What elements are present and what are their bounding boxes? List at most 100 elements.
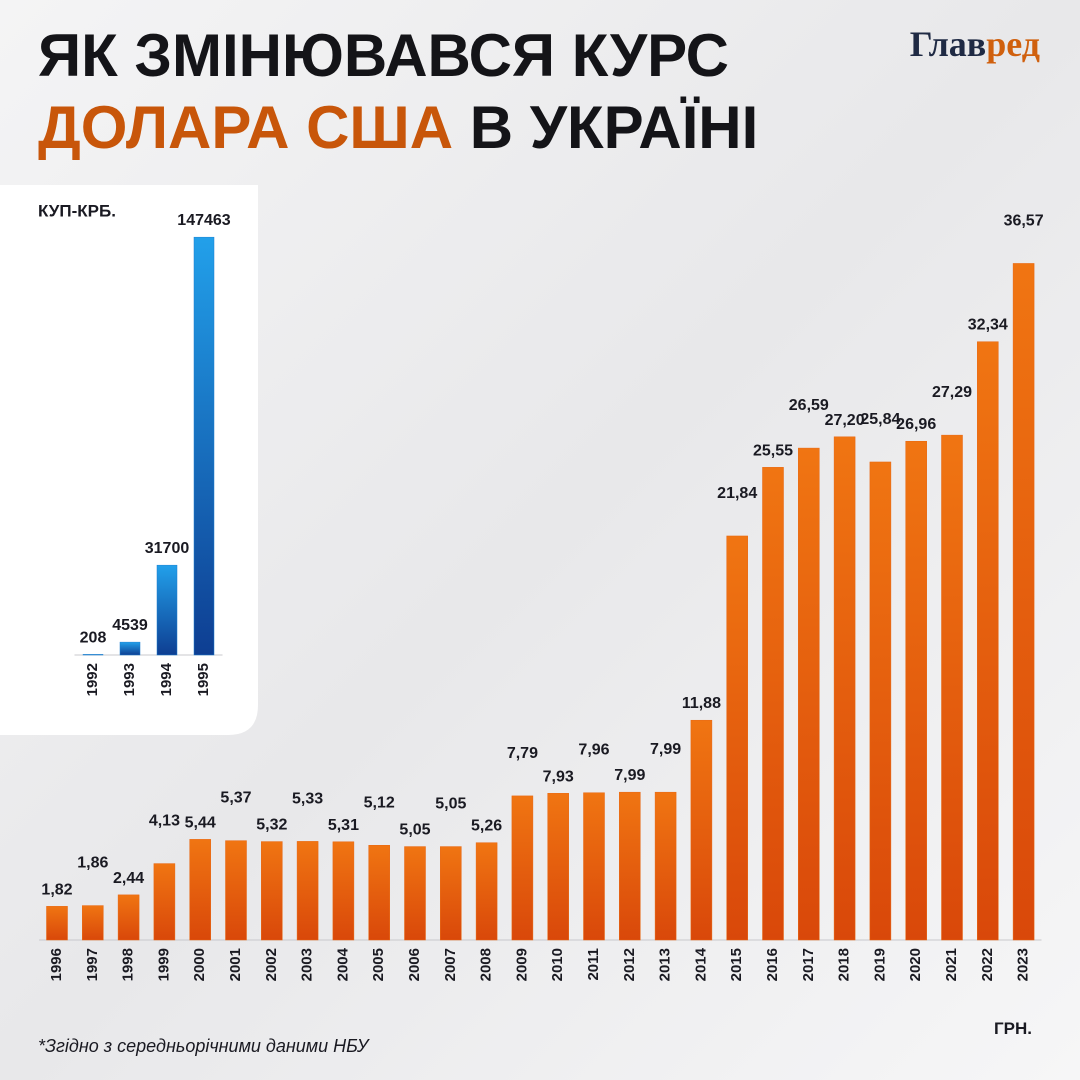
bar [726,535,748,941]
value-label: 5,32 [256,817,287,834]
x-tick-label: 2012 [621,948,638,981]
value-label: 7,79 [507,745,538,762]
bar [46,906,68,941]
x-tick-label: 2016 [764,948,781,981]
value-label: 26,59 [789,397,829,414]
bar [941,434,963,941]
x-tick-label: 2008 [478,948,495,981]
x-tick-label: 2005 [370,948,387,981]
x-tick-label: 1995 [195,663,212,696]
value-label: 1,86 [77,855,108,872]
value-label: 5,31 [328,817,359,834]
value-label: 11,88 [682,695,721,712]
value-label: 25,55 [753,442,793,459]
value-label: 147463 [177,212,230,229]
bar [547,793,569,941]
value-label: 4539 [112,617,148,634]
value-label: 7,99 [614,767,645,784]
bar [153,863,176,941]
value-label: 7,93 [543,768,574,785]
bar [332,841,355,941]
x-tick-label: 2015 [728,948,745,981]
x-tick-label: 1998 [120,948,137,981]
bar [156,564,178,656]
x-tick-label: 2009 [513,948,530,981]
bar [869,461,892,941]
value-label: 26,96 [896,416,936,433]
title-rest: В УКРАЇНІ [470,94,759,161]
unit-label: ГРН. [994,1019,1032,1038]
x-tick-label: 2021 [943,948,960,981]
bar [654,791,677,941]
x-tick-label: 2011 [585,948,602,981]
x-tick-label: 2000 [191,948,208,981]
x-tick-label: 1997 [84,948,101,981]
x-tick-label: 2018 [836,948,853,981]
bar [833,436,856,941]
x-tick-label: 2020 [907,948,924,981]
x-tick-label: 2017 [800,948,817,981]
value-label: 21,84 [717,485,757,502]
inset-panel [0,185,258,735]
title-line1: ЯК ЗМІНЮВАВСЯ КУРС [38,22,729,89]
x-tick-label: 2002 [263,948,280,981]
bar [119,641,141,656]
bar [977,341,999,941]
x-tick-label: 2007 [442,948,459,981]
value-label: 5,05 [435,796,466,813]
x-tick-label: 1996 [48,948,65,981]
logo: Главред [910,24,1040,64]
bar [475,842,498,941]
bar [619,791,641,941]
bar [905,440,927,941]
bar [511,795,534,941]
bar [1012,263,1035,941]
logo-part1: Глав [910,24,986,64]
bar [690,719,713,941]
value-label: 31700 [145,540,190,557]
x-tick-label: 1999 [155,948,172,981]
footnote: *Згідно з середньорічними даними НБУ [38,1036,370,1056]
value-label: 5,37 [220,790,251,807]
bar [762,467,784,941]
value-label: 25,84 [860,411,900,428]
unit-label: КУП-КРБ. [38,201,116,220]
value-label: 27,20 [825,412,865,429]
x-tick-label: 2023 [1015,948,1032,981]
x-tick-label: 2006 [406,948,423,981]
bar [296,841,319,941]
value-label: 36,57 [1004,212,1044,229]
value-label: 7,96 [578,742,609,759]
bar [82,654,104,656]
bar [193,236,215,656]
value-label: 208 [80,629,107,646]
bar [117,894,140,941]
x-tick-label: 1993 [121,663,138,696]
x-tick-label: 2010 [549,948,566,981]
value-label: 4,13 [149,813,180,830]
x-tick-label: 2004 [334,947,351,981]
x-tick-label: 2001 [227,948,244,981]
x-tick-label: 2013 [657,948,674,981]
value-label: 32,34 [968,317,1008,334]
logo-part2: ред [986,24,1040,64]
value-label: 5,33 [292,790,323,807]
value-label: 1,82 [41,881,72,898]
bar [261,841,283,941]
title-line2: ДОЛАРА США В УКРАЇНІ [38,94,758,161]
x-tick-label: 2014 [692,947,709,981]
value-label: 5,05 [399,822,430,839]
bar [368,845,390,941]
value-label: 5,26 [471,818,502,835]
x-tick-label: 2019 [871,948,888,981]
x-tick-label: 1994 [158,662,175,696]
bar [798,447,820,941]
bar [583,792,605,941]
value-label: 5,44 [185,814,216,831]
value-label: 7,99 [650,741,681,758]
x-tick-label: 2003 [299,948,316,981]
bar [82,905,104,941]
title-highlight: ДОЛАРА США [38,94,453,161]
value-label: 27,29 [932,384,972,401]
